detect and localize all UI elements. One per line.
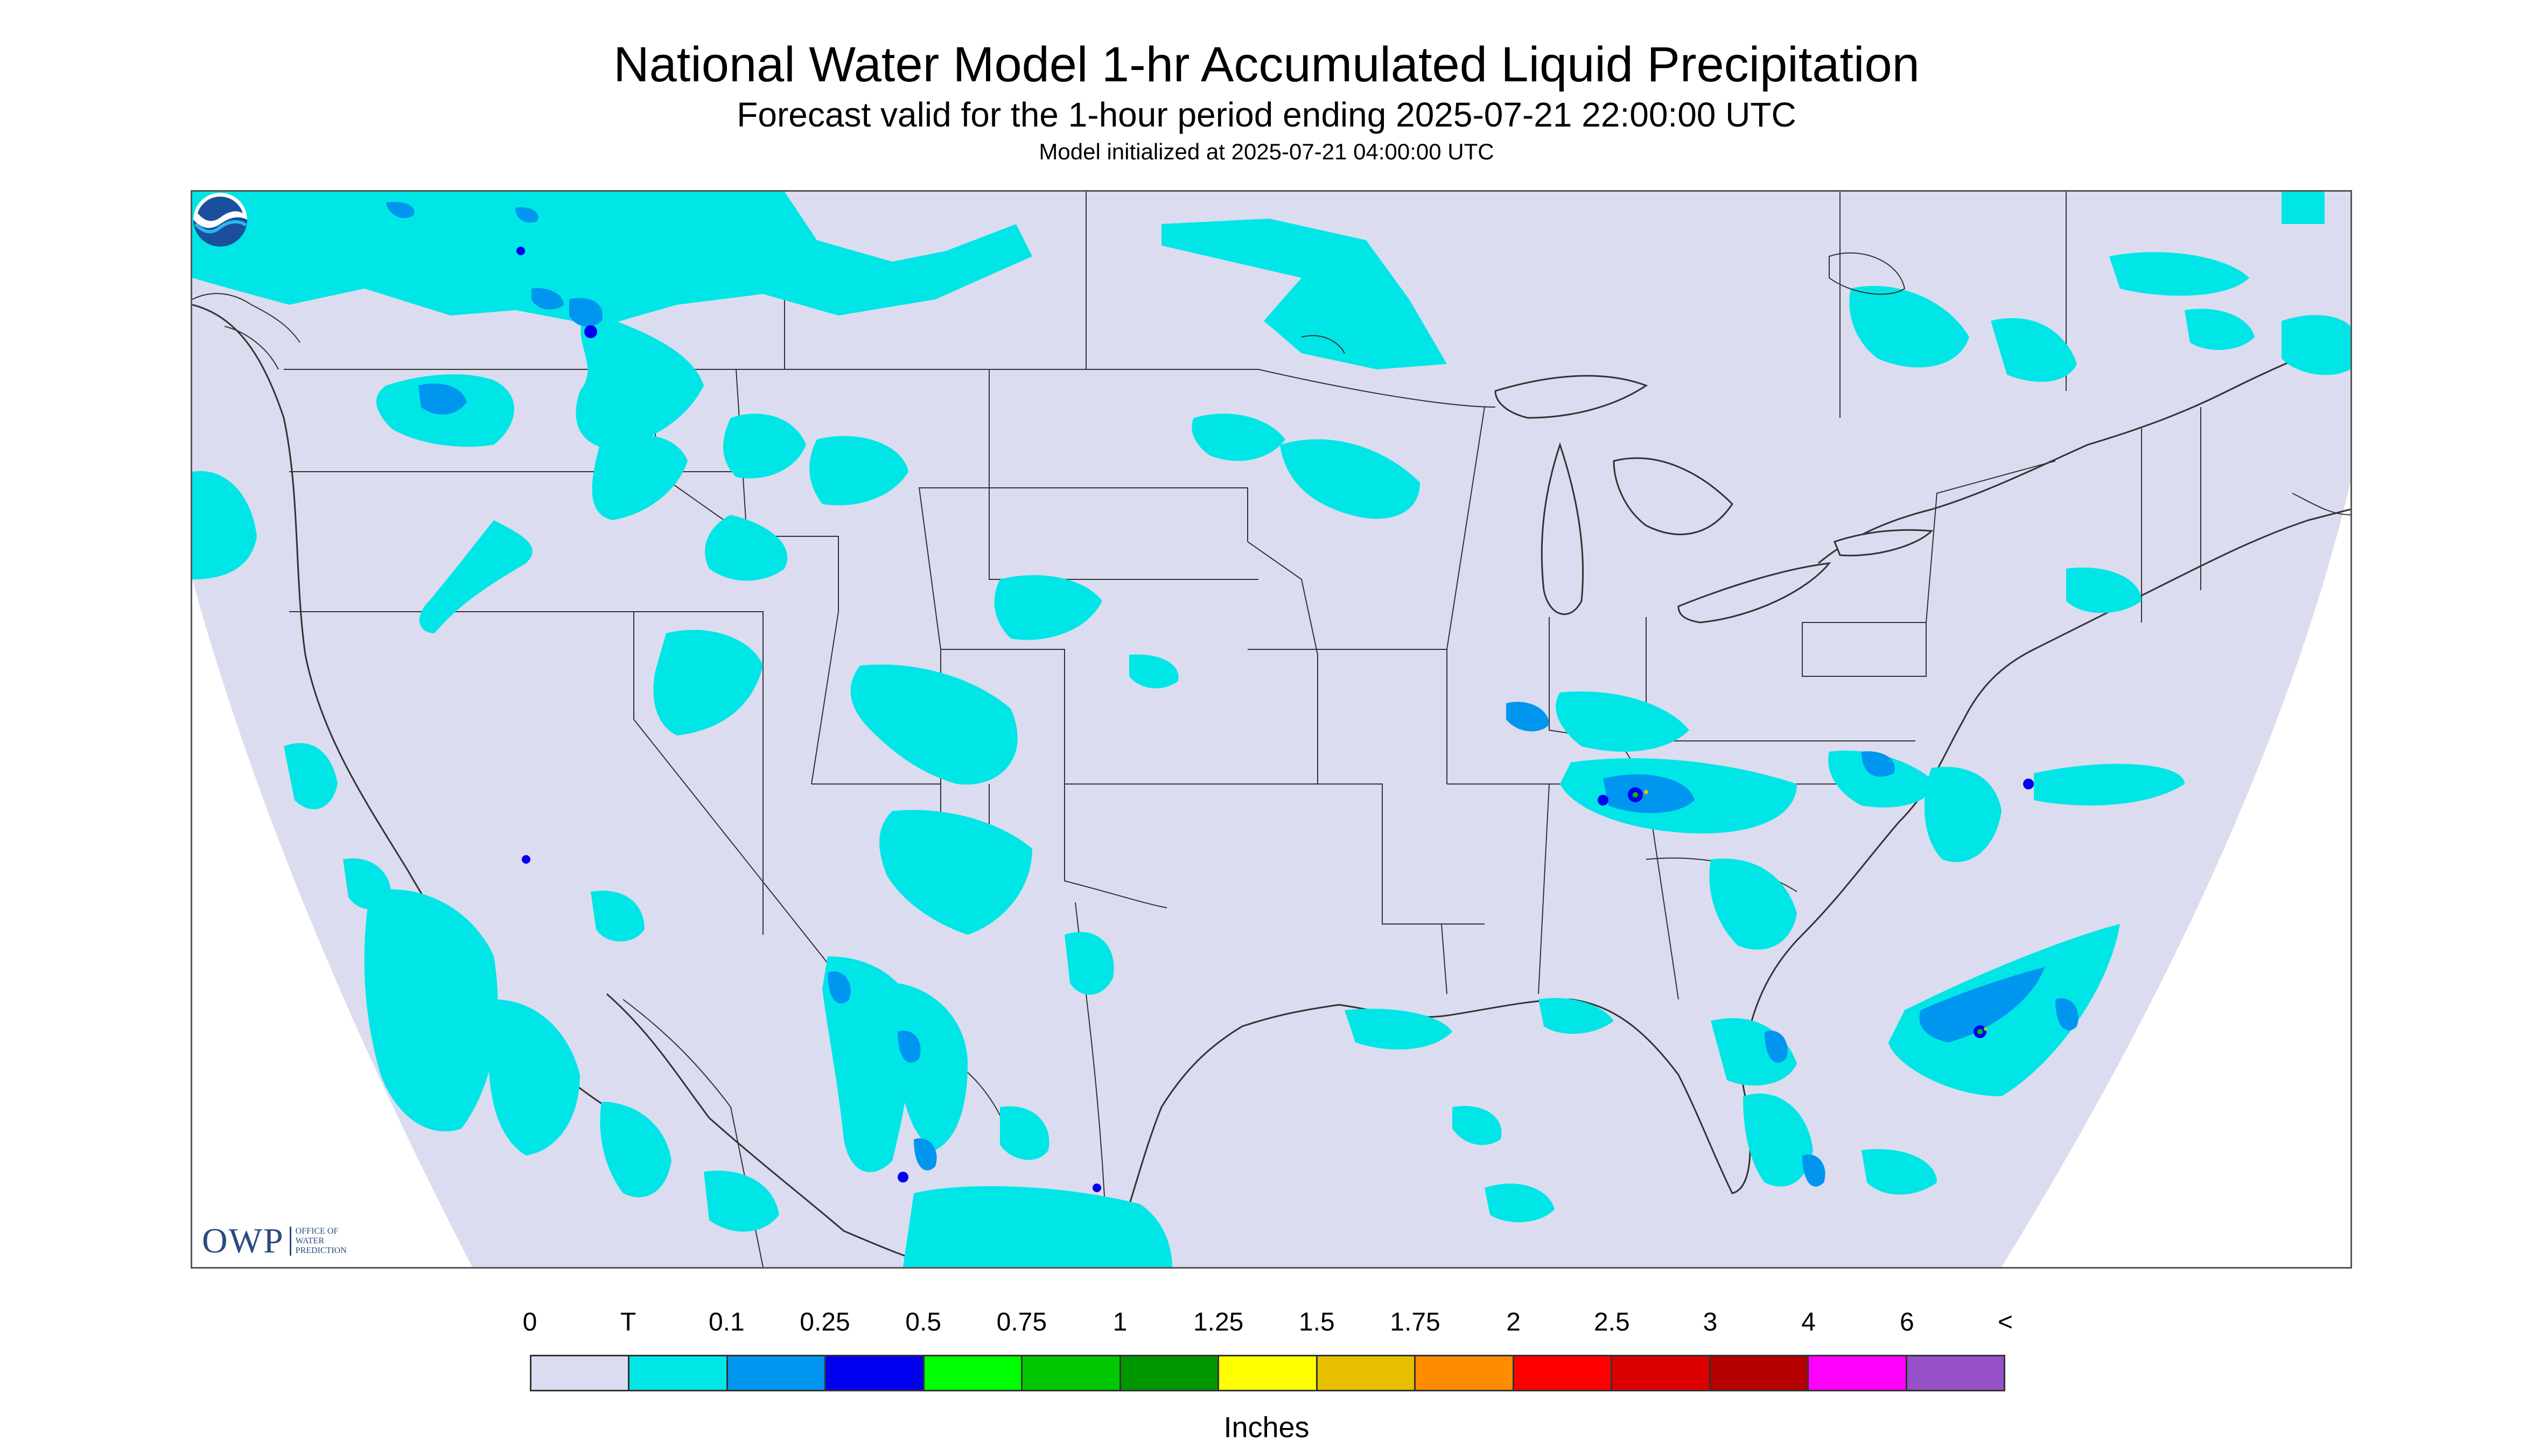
legend-swatch [1809, 1356, 1907, 1390]
owp-logo-subtext: OFFICE OF WATER PREDICTION [289, 1227, 347, 1256]
legend-swatches [530, 1355, 2005, 1391]
legend-tick-label: 6 [1899, 1308, 1914, 1336]
great-lakes [1494, 375, 1934, 624]
legend-tick-label: 2 [1506, 1308, 1521, 1336]
precip-medium [516, 247, 2034, 1192]
legend-swatch [1907, 1356, 2004, 1390]
legend-swatch [1023, 1356, 1121, 1390]
legend-tick-label: 0.5 [905, 1308, 942, 1336]
legend-tick-label: 1.25 [1193, 1308, 1244, 1336]
model-init-line: Model initialized at 2025-07-21 04:00:00… [1039, 139, 1494, 164]
legend-tick-label: T [620, 1308, 636, 1336]
legend-swatch [1317, 1356, 1416, 1390]
owp-logo: OWP OFFICE OF WATER PREDICTION [202, 1221, 347, 1262]
precipitation-map: OWP OFFICE OF WATER PREDICTION [191, 190, 2352, 1269]
legend-swatch [826, 1356, 925, 1390]
legend-tick-label: 0.1 [708, 1308, 745, 1336]
precip-heavy-cells [1633, 790, 1987, 1034]
legend-swatch [1219, 1356, 1318, 1390]
legend-swatch [629, 1356, 728, 1390]
legend-units: Inches [1223, 1411, 1310, 1444]
map-subtitle: Forecast valid for the 1-hour period end… [737, 95, 1796, 134]
legend-tick-label: 1.75 [1390, 1308, 1440, 1336]
legend-tick-label: 0 [522, 1308, 537, 1336]
legend-tick-label: 1 [1112, 1308, 1128, 1336]
legend-tick-label: < [1997, 1308, 2013, 1336]
legend-swatch [531, 1356, 630, 1390]
map-canvas [192, 192, 2350, 1267]
precip-light [386, 202, 2079, 1187]
legend-swatch [1612, 1356, 1711, 1390]
legend-swatch [924, 1356, 1023, 1390]
noaa-logo-icon [193, 193, 247, 247]
owp-logo-letters: OWP [202, 1221, 284, 1261]
legend-tick-label: 0.75 [996, 1308, 1047, 1336]
legend-tick-label: 0.25 [800, 1308, 850, 1336]
legend-tick-label: 3 [1703, 1308, 1718, 1336]
legend-swatch [1514, 1356, 1613, 1390]
coastlines-north [192, 252, 2350, 515]
legend-swatch [1121, 1356, 1220, 1390]
legend-tick-label: 4 [1801, 1308, 1816, 1336]
legend-swatch [727, 1356, 827, 1390]
legend-swatch [1416, 1356, 1514, 1390]
map-title: National Water Model 1-hr Accumulated Li… [613, 37, 1920, 92]
legend-tick-label: 1.5 [1298, 1308, 1335, 1336]
legend-swatch [1710, 1356, 1809, 1390]
legend-tick-label: 2.5 [1593, 1308, 1630, 1336]
